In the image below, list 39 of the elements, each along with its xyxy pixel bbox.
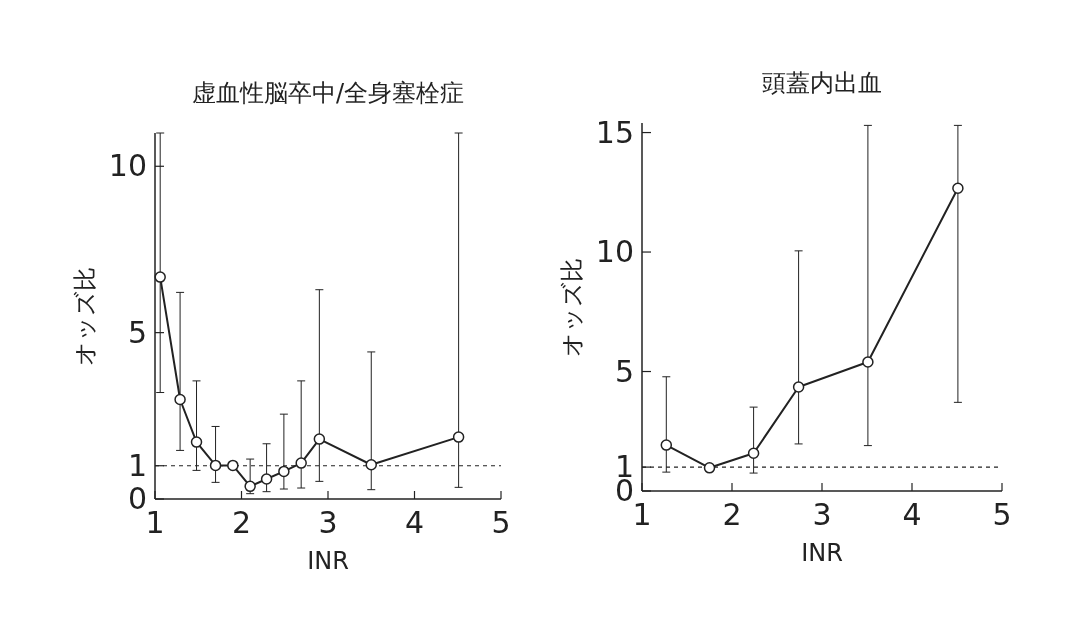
x-tick-label: 3	[318, 505, 338, 540]
y-tick-label: 10	[108, 148, 147, 184]
point	[313, 433, 326, 445]
point	[703, 462, 716, 474]
point	[747, 447, 760, 459]
x-axis-title: INR	[801, 539, 843, 567]
x-tick-label: 5	[491, 505, 511, 540]
x-tick-label: 2	[231, 505, 252, 540]
y-tick-label: 15	[595, 114, 634, 150]
point	[792, 381, 805, 393]
y-tick-label: 5	[614, 353, 634, 389]
point	[154, 271, 166, 283]
y-tick-label: 1	[127, 447, 147, 483]
x-tick-label: 2	[722, 497, 742, 532]
point	[260, 473, 273, 485]
x-tick-label: 4	[404, 505, 425, 540]
chart-title: 頭蓋内出血	[762, 69, 882, 97]
y-axis-title: オッズ比	[558, 257, 586, 357]
point	[862, 356, 874, 368]
y-tick-label: 10	[595, 234, 634, 270]
x-axis-title: INR	[307, 547, 349, 575]
point	[278, 465, 290, 478]
point	[227, 459, 239, 472]
y-axis-title: オッズ比	[71, 266, 99, 366]
point	[952, 182, 964, 194]
point	[452, 431, 465, 443]
y-tick-label: 5	[127, 314, 147, 350]
point	[295, 457, 307, 469]
point	[174, 393, 186, 406]
x-tick-label: 4	[902, 497, 922, 532]
point	[660, 439, 673, 451]
chart-title: 虚血性脳卒中/全身塞栓症	[191, 79, 465, 107]
y-tick-label: 0	[127, 481, 147, 516]
point	[190, 436, 203, 448]
x-tick-label: 3	[812, 497, 832, 532]
point	[244, 480, 256, 493]
x-tick-label: 5	[992, 497, 1012, 532]
point	[209, 459, 222, 472]
point	[365, 458, 377, 471]
